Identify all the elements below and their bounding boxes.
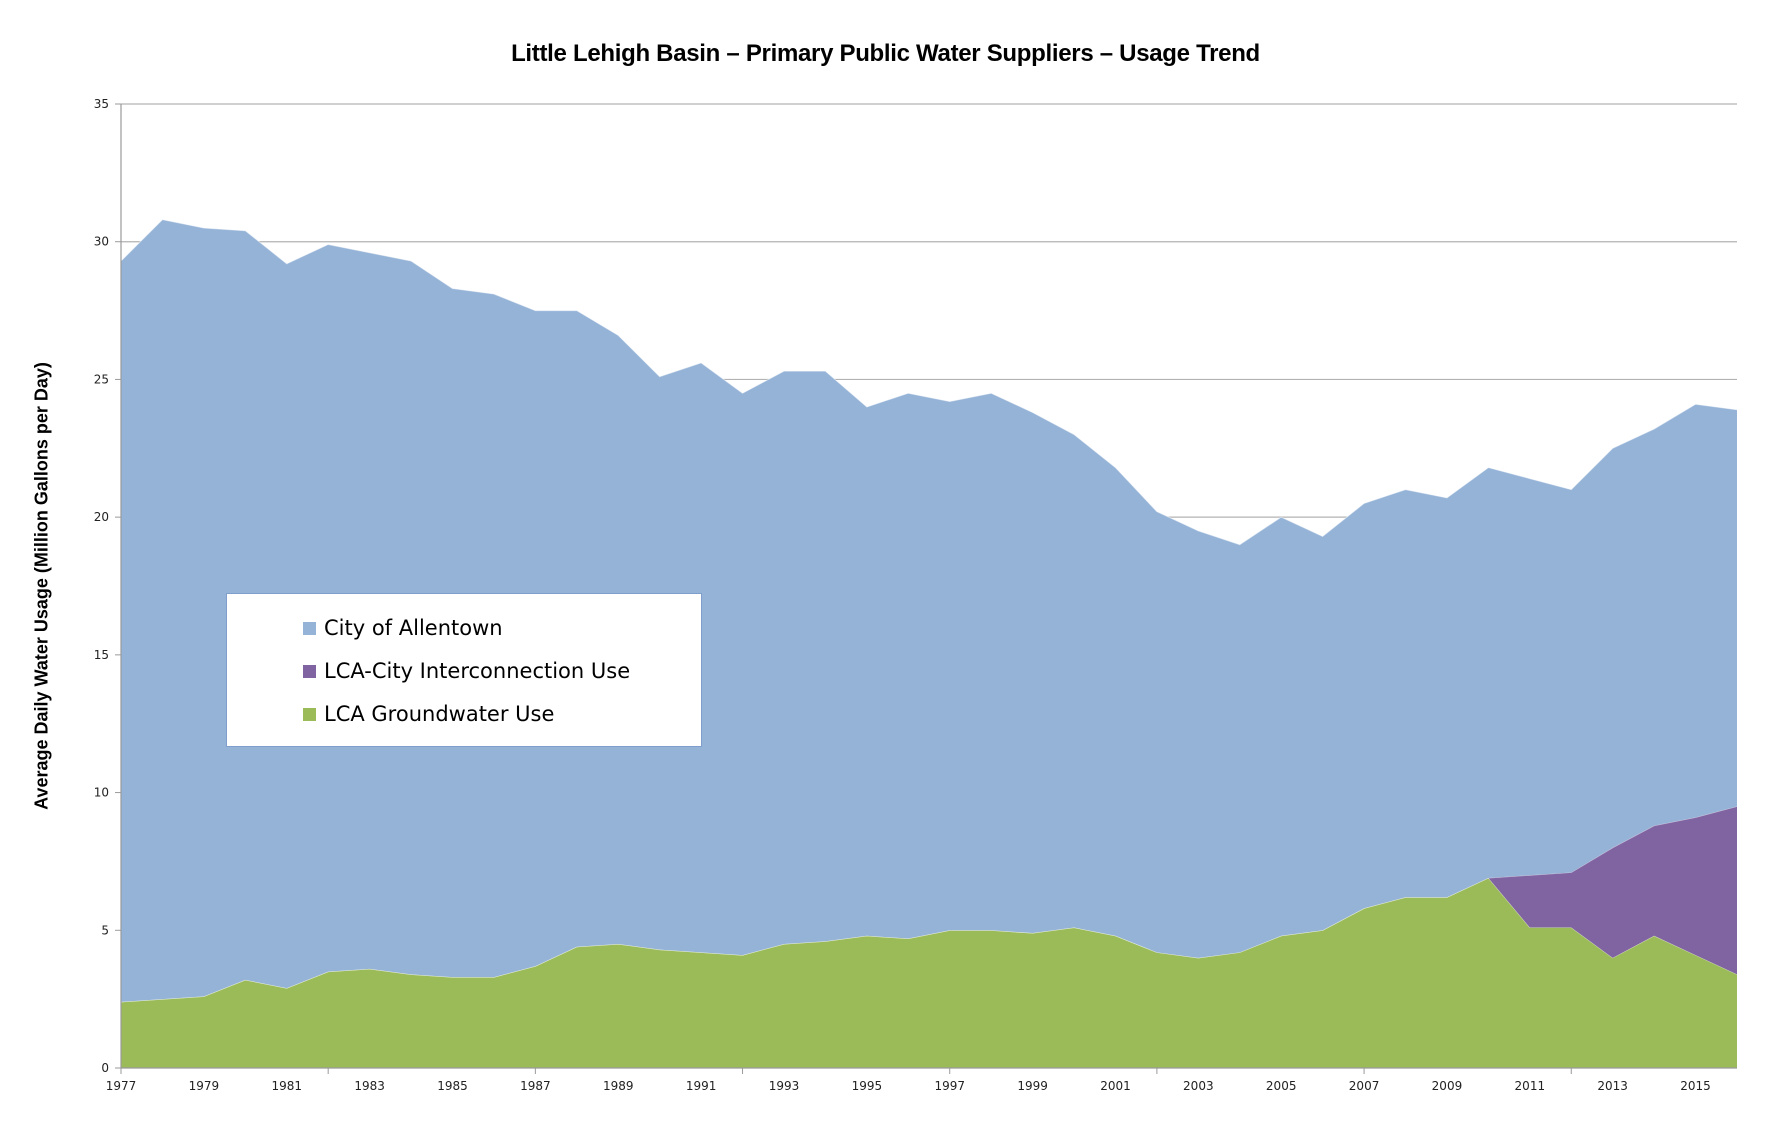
x-tick-label: 2015	[1680, 1079, 1711, 1093]
y-tick-label: 15	[94, 648, 109, 662]
legend-label: LCA-City Interconnection Use	[324, 659, 631, 683]
x-tick-label: 2011	[1515, 1079, 1546, 1093]
legend-swatch	[303, 707, 316, 721]
x-tick-label: 1981	[271, 1079, 302, 1093]
y-tick-label: 10	[94, 786, 109, 800]
x-tick-label: 1999	[1017, 1079, 1048, 1093]
legend-swatch	[303, 621, 316, 635]
area-city-of-allentown	[121, 219, 1737, 1002]
legend-label: City of Allentown	[324, 616, 503, 640]
x-tick-label: 1979	[189, 1079, 220, 1093]
x-tick-label: 1993	[769, 1079, 800, 1093]
legend: City of Allentown LCA-City Interconnecti…	[226, 593, 702, 747]
x-tick-label: 1987	[520, 1079, 551, 1093]
x-tick-label: 1989	[603, 1079, 634, 1093]
y-tick-label: 0	[101, 1061, 109, 1075]
area-edge	[120, 219, 1738, 546]
area-series	[120, 219, 1738, 1068]
x-tick-label: 2009	[1432, 1079, 1463, 1093]
y-tick-label: 5	[101, 923, 109, 937]
x-tick-label: 1985	[437, 1079, 468, 1093]
area-lca-groundwater-use	[121, 877, 1737, 1068]
y-tick-label: 35	[94, 97, 109, 111]
y-tick-label: 25	[94, 372, 109, 386]
legend-label: LCA Groundwater Use	[324, 702, 555, 726]
x-tick-label: 2001	[1100, 1079, 1131, 1093]
x-tick-label: 2007	[1349, 1079, 1380, 1093]
x-tick-label: 1997	[934, 1079, 965, 1093]
x-tick-label: 1977	[106, 1079, 137, 1093]
axes: 0 5 10 15 20 25 30 35 1977 1979 1981 1983 1985 1987 19…	[94, 97, 1737, 1093]
legend-item-groundwater: LCA Groundwater Use	[303, 702, 554, 726]
x-tick-label: 2013	[1597, 1079, 1628, 1093]
legend-swatch	[303, 664, 316, 678]
x-tick-label: 2003	[1183, 1079, 1214, 1093]
x-tick-label: 1983	[354, 1079, 385, 1093]
y-tick-label: 30	[94, 235, 109, 249]
y-tick-label: 20	[94, 510, 109, 524]
x-tick-label: 2005	[1266, 1079, 1297, 1093]
x-tick-label: 1991	[686, 1079, 717, 1093]
legend-item-interconnection: LCA-City Interconnection Use	[303, 659, 630, 683]
chart-title: Little Lehigh Basin – Primary Public Wat…	[511, 40, 1260, 67]
legend-item-city-of-allentown: City of Allentown	[303, 616, 503, 640]
x-tick-label: 1995	[852, 1079, 883, 1093]
